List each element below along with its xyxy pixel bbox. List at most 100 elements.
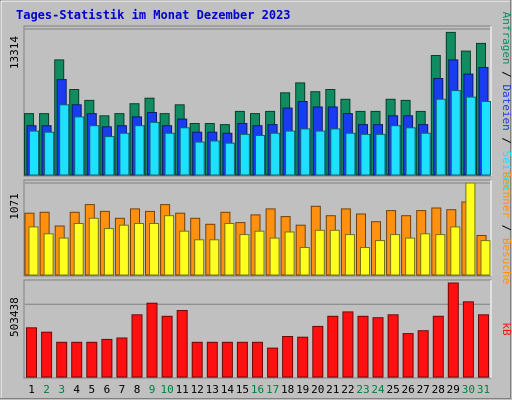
x-label-day-7: 7 (119, 383, 126, 396)
bar-visits-rechner-day-2 (43, 233, 54, 276)
bar-requests-seiten-day-15 (239, 133, 250, 176)
bar-kb-kb-day-21 (327, 315, 339, 378)
bar-visits-rechner-day-30 (465, 182, 476, 276)
bar-requests-seiten-day-21 (330, 128, 341, 176)
bar-visits-rechner-day-6 (103, 228, 114, 276)
panel-visits-legend-part-0: Rechner (500, 172, 512, 219)
bar-requests-seiten-day-28 (435, 98, 446, 176)
x-label-day-10: 10 (160, 383, 173, 396)
bar-kb-kb-day-22 (342, 311, 354, 378)
bar-kb-kb-day-3 (56, 341, 68, 378)
panel-requests-legend-part-0: Anfragen (500, 12, 512, 65)
bar-visits-rechner-day-10 (164, 215, 175, 276)
bar-kb-kb-day-17 (267, 347, 279, 378)
bar-visits-rechner-day-21 (329, 229, 340, 276)
x-label-day-2: 2 (43, 383, 50, 396)
bar-requests-seiten-day-27 (420, 132, 431, 176)
bar-kb-kb-day-5 (86, 341, 98, 378)
panel-visits-max-label: 1071 (8, 193, 21, 220)
x-label-day-11: 11 (176, 383, 189, 396)
bar-kb-kb-day-2 (41, 331, 53, 378)
x-label-day-21: 21 (326, 383, 339, 396)
bar-requests-seiten-day-22 (345, 132, 356, 176)
x-label-day-18: 18 (281, 383, 294, 396)
panel-visits: 1071 Rechner / Besuche (8, 172, 512, 285)
bar-requests-seiten-day-14 (224, 142, 235, 176)
bar-kb-kb-day-28 (432, 315, 444, 378)
bar-requests-seiten-day-12 (194, 141, 205, 176)
bar-requests-seiten-day-8 (134, 125, 145, 176)
panel-requests-legend-part-2: Dateien (500, 84, 512, 130)
bar-visits-rechner-day-19 (299, 247, 310, 276)
bar-visits-rechner-day-4 (73, 223, 84, 276)
bar-visits-rechner-day-14 (224, 223, 235, 276)
panel-visits-legend-part-1: / (500, 218, 512, 238)
bar-kb-kb-day-4 (71, 341, 83, 378)
panel-visits-legend-part-2: Besuche (500, 238, 512, 284)
panel-kb-max-label: 503438 (8, 297, 21, 337)
bar-requests-seiten-day-29 (450, 90, 461, 176)
bar-visits-rechner-day-22 (344, 234, 355, 276)
bar-kb-kb-day-10 (161, 315, 173, 378)
panel-requests-legend-part-4: Seiten (500, 151, 512, 191)
bar-visits-rechner-day-25 (390, 234, 401, 276)
bar-visits-rechner-day-11 (179, 230, 190, 276)
bar-requests-seiten-day-26 (405, 127, 416, 176)
bar-kb-kb-day-14 (221, 341, 233, 378)
bar-requests-seiten-day-25 (390, 125, 401, 176)
x-label-day-8: 8 (134, 383, 141, 396)
bar-visits-rechner-day-12 (194, 239, 205, 276)
bar-requests-seiten-day-31 (481, 101, 491, 176)
bar-requests-seiten-day-11 (179, 127, 190, 176)
x-label-day-4: 4 (73, 383, 80, 396)
bar-visits-rechner-day-7 (118, 224, 129, 276)
bar-kb-kb-day-19 (297, 336, 309, 378)
bar-kb-kb-day-26 (402, 333, 414, 378)
bar-visits-rechner-day-28 (435, 234, 446, 276)
x-label-day-31: 31 (477, 383, 490, 396)
bar-visits-rechner-day-5 (88, 217, 99, 276)
bar-requests-seiten-day-18 (285, 130, 296, 176)
bar-requests-seiten-day-9 (149, 121, 160, 176)
x-label-day-17: 17 (266, 383, 279, 396)
bar-kb-kb-day-11 (176, 310, 188, 378)
bar-visits-rechner-day-15 (239, 234, 250, 276)
bar-requests-seiten-day-5 (89, 125, 100, 176)
bar-kb-kb-day-9 (146, 302, 158, 378)
panel-requests-legend-part-1: / (500, 65, 512, 85)
x-label-day-12: 12 (191, 383, 204, 396)
x-label-day-26: 26 (401, 383, 414, 396)
x-label-day-6: 6 (104, 383, 111, 396)
bar-visits-rechner-day-9 (149, 223, 159, 276)
panel-visits-legend: Rechner / Besuche (500, 172, 512, 285)
bar-kb-kb-day-20 (312, 325, 324, 378)
x-label-day-13: 13 (206, 383, 219, 396)
bar-kb-kb-day-29 (447, 282, 459, 378)
panel-requests: 13314 Anfragen / Dateien / Seiten (8, 12, 512, 191)
x-label-day-30: 30 (462, 383, 475, 396)
bar-requests-seiten-day-19 (300, 128, 311, 176)
bar-requests-seiten-day-3 (59, 104, 70, 176)
x-label-day-29: 29 (447, 383, 460, 396)
bar-kb-kb-day-12 (191, 341, 203, 378)
x-label-day-3: 3 (58, 383, 65, 396)
x-label-day-22: 22 (341, 383, 354, 396)
bar-kb-kb-day-30 (462, 301, 474, 378)
bar-visits-rechner-day-27 (420, 233, 431, 276)
x-label-day-28: 28 (432, 383, 445, 396)
bar-kb-kb-day-6 (101, 338, 113, 378)
bar-visits-rechner-day-8 (134, 223, 144, 276)
x-label-day-20: 20 (311, 383, 324, 396)
bar-visits-rechner-day-3 (58, 237, 69, 276)
x-label-day-23: 23 (356, 383, 369, 396)
bar-requests-seiten-day-17 (270, 132, 281, 176)
panel-kb: 503438 kB (8, 279, 512, 379)
bar-requests-seiten-day-30 (465, 96, 476, 176)
bar-requests-seiten-day-20 (315, 130, 326, 176)
bar-visits-rechner-day-26 (405, 237, 416, 276)
bar-requests-seiten-day-10 (164, 132, 175, 176)
bar-visits-rechner-day-16 (254, 230, 265, 276)
bar-visits-rechner-day-23 (360, 247, 370, 276)
bar-kb-kb-day-18 (282, 336, 294, 378)
